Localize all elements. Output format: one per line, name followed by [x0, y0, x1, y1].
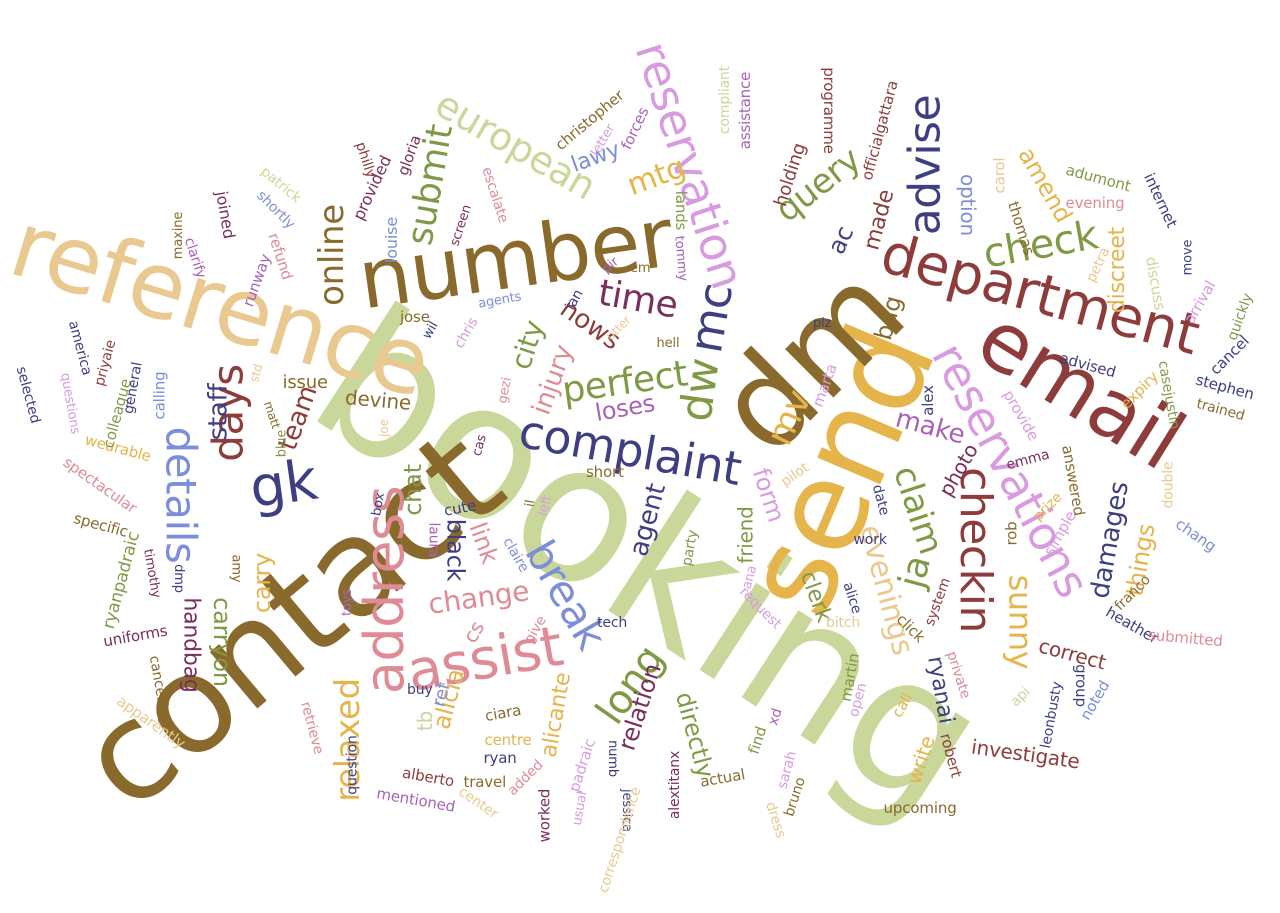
word-handbag: handbag — [178, 597, 204, 693]
word-lands: lands — [671, 190, 690, 230]
word-louise: louise — [382, 216, 402, 264]
word-sunny: sunny — [1000, 574, 1039, 670]
word-online: online — [311, 204, 352, 306]
word-staff: staff — [202, 383, 233, 441]
word-advise: advise — [898, 94, 950, 236]
word-mc: mc — [677, 279, 743, 357]
word-adumont: adumont — [1063, 160, 1133, 195]
word-america: america — [64, 318, 95, 378]
word-work: work — [853, 532, 887, 548]
word-compliant: compliant — [717, 65, 734, 135]
word-usual: usual — [569, 789, 591, 827]
word-double: double — [1159, 461, 1176, 509]
word-officialgattara: officialgattara — [857, 78, 902, 182]
word-carryon: carryon — [207, 597, 236, 687]
word-priyaie: priyaie — [91, 338, 119, 388]
word-cancel: cancel — [1206, 331, 1253, 378]
word-evening: evening — [1065, 193, 1125, 212]
word-trained: trained — [1194, 395, 1246, 425]
word-specific: specific — [71, 508, 130, 541]
word-gk: gk — [245, 447, 321, 522]
word-il: il — [521, 498, 538, 508]
word-devine: devine — [344, 385, 413, 415]
word-tb: tb — [413, 710, 438, 732]
word-upcoming: upcoming — [883, 798, 957, 817]
word-mentioned: mentioned — [374, 783, 457, 816]
word-amy: amy — [228, 554, 244, 582]
word-retrieve: retrieve — [297, 700, 327, 756]
word-internet: internet — [1140, 169, 1181, 230]
word-utter: utter — [602, 312, 633, 344]
word-discreet: discreet — [1105, 226, 1131, 314]
word-box: box — [368, 491, 388, 517]
word-blue: blue — [274, 429, 290, 457]
word-address: address — [353, 485, 417, 695]
word-chat: chat — [398, 464, 427, 516]
word-check: check — [979, 212, 1101, 278]
word-answered: answered — [1057, 443, 1088, 517]
word-move: move — [1180, 239, 1196, 275]
word-submitted: submitted — [1146, 625, 1223, 650]
word-questions: questions — [57, 371, 83, 435]
word-tech: tech — [597, 615, 628, 631]
word-worked: worked — [535, 788, 554, 842]
word-issue: issue — [282, 372, 329, 393]
word-centre: centre — [484, 730, 532, 749]
word-api: api — [1006, 683, 1034, 711]
word-jose: jose — [400, 307, 430, 326]
word-carol: carol — [990, 157, 1009, 193]
word-laura: laura — [424, 522, 441, 558]
word-ryan: ryan — [483, 748, 517, 767]
word-rob: rob — [1002, 520, 1021, 546]
word-travel: travel — [463, 772, 507, 791]
word-black: black — [440, 518, 469, 582]
word-question: question — [344, 735, 361, 795]
word-buy: buy — [407, 682, 433, 698]
word-plz: plz — [813, 315, 832, 331]
word-carry: carry — [248, 552, 277, 614]
word-joe: joe — [376, 419, 391, 437]
word-toys: toys — [339, 588, 355, 616]
word-calling: calling — [150, 371, 169, 419]
word-forces: forces — [616, 103, 652, 152]
word-bitch: bitch — [826, 615, 861, 631]
word-ciara: ciara — [483, 700, 523, 725]
word-general: general — [120, 360, 146, 416]
word-padraic: padraic — [564, 735, 599, 794]
word-friend: friend — [733, 506, 758, 564]
word-investigate: investigate — [969, 734, 1081, 774]
word-claim: claim — [885, 461, 951, 559]
word-assistance: assistance — [735, 71, 754, 149]
word-spectacular: spectacular — [59, 452, 141, 517]
word-details: details — [156, 426, 205, 564]
word-selected: selected — [12, 364, 44, 426]
word-hell: hell — [656, 335, 680, 351]
word-numb: numb — [604, 739, 620, 777]
word-alicante: alicante — [536, 670, 577, 760]
word-tommy: tommy — [670, 234, 690, 282]
word-alex: alex — [918, 384, 937, 416]
word-alextitanx: alextitanx — [667, 750, 684, 820]
word-leonbusty: leonbusty — [1038, 680, 1066, 750]
word-alberto: alberto — [400, 763, 456, 790]
word-programme: programme — [819, 66, 838, 154]
word-short: short — [586, 462, 624, 481]
word-dmp: dmp — [170, 563, 186, 593]
word-chang: chang — [1171, 514, 1220, 555]
word-std: std — [246, 362, 266, 384]
word-ryanpadraic: ryanpadraic — [98, 529, 145, 631]
word-option: option — [956, 173, 981, 237]
word-philly: philly — [351, 139, 379, 181]
word-joined: joined — [211, 189, 239, 241]
word-matt: matt — [261, 399, 283, 431]
word-em: em — [630, 260, 651, 276]
word-maxine: maxine — [170, 211, 186, 259]
